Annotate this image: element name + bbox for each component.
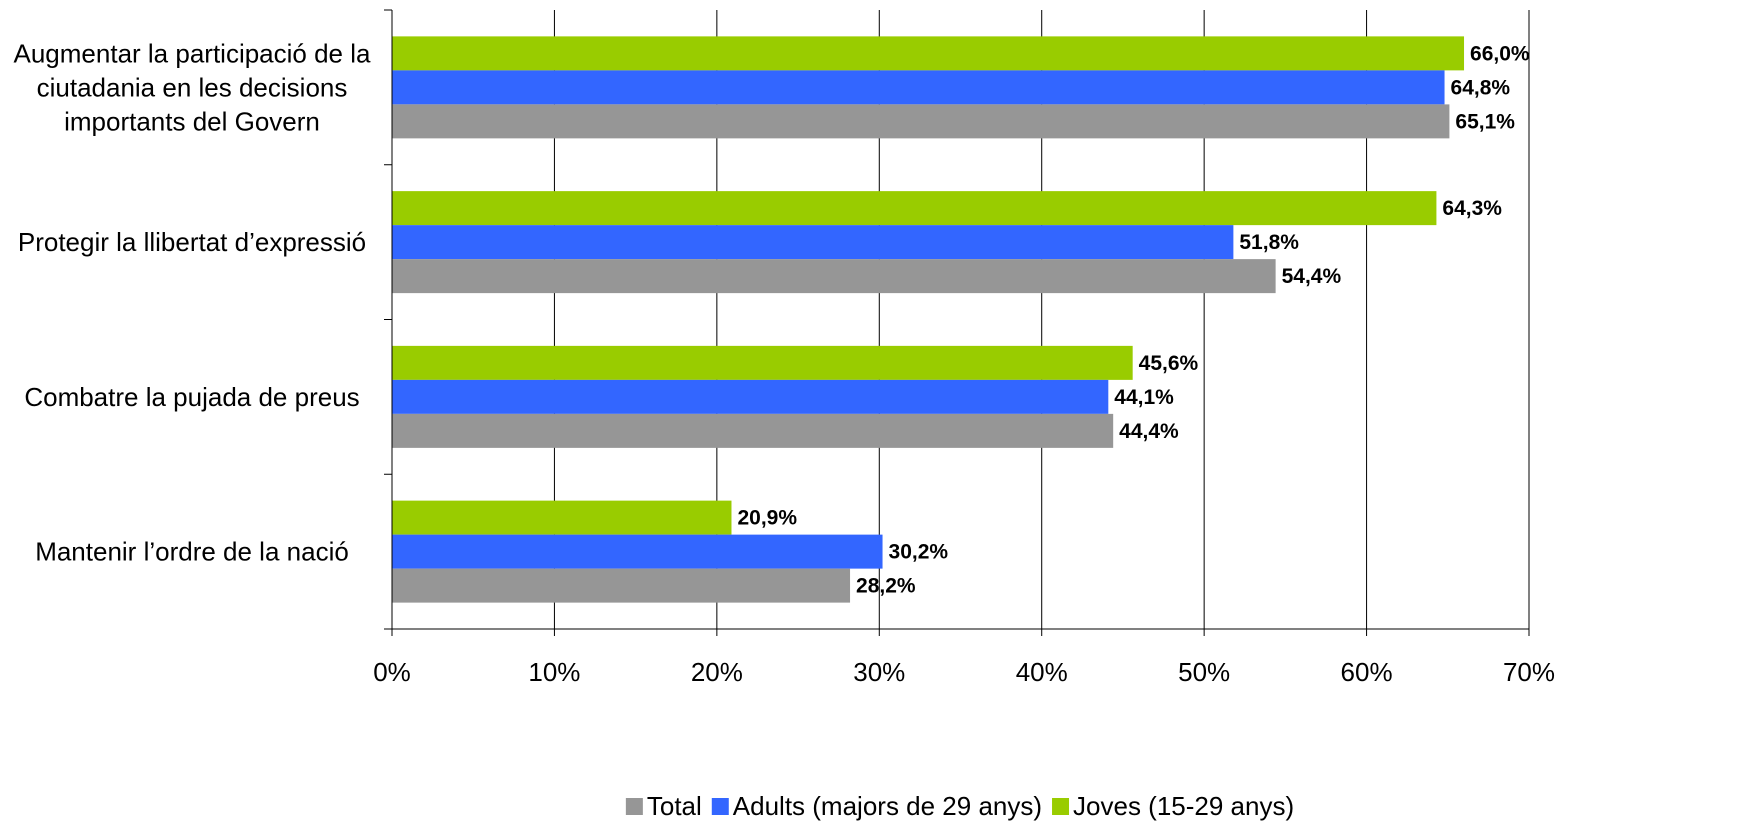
bar [392,36,1465,71]
bar [392,225,1234,260]
legend-swatch [1052,798,1070,815]
bar [392,70,1445,105]
x-tick-label: 0% [373,657,411,687]
data-label: 54,4% [1282,265,1342,288]
x-tick-label: 10% [528,657,580,687]
data-label: 44,4% [1119,420,1179,443]
category-label: Protegir la llibertat d’expressió [18,227,366,257]
legend-swatch [711,798,729,815]
x-tick-label: 50% [1178,657,1230,687]
x-tick-label: 60% [1341,657,1393,687]
bars [392,36,1465,603]
legend-swatch [625,798,643,815]
legend-label: Joves (15-29 anys) [1073,791,1294,821]
bar [392,534,883,569]
legend: Total Adults (majors de 29 anys) Joves (15… [625,791,1294,821]
bar [392,568,851,603]
bar [392,500,732,535]
axes [384,9,1530,636]
x-tick-labels: 0% 10% 20% 30% 40% 50% 60% 70% [373,657,1555,687]
x-tick-label: 20% [691,657,743,687]
data-label: 44,1% [1114,386,1174,409]
bar [392,104,1450,139]
category-label: Mantenir l’ordre de la nació [35,537,349,567]
bar [392,259,1276,294]
category-label: Combatre la pujada de preus [24,382,359,412]
legend-label: Total [647,791,702,821]
data-label: 65,1% [1455,110,1515,133]
data-label: 64,3% [1442,197,1502,220]
legend-label: Adults (majors de 29 anys) [733,791,1042,821]
bar [392,379,1109,414]
data-label: 30,2% [889,541,949,564]
category-label: ciutadania en les decisions [37,72,348,102]
bar [392,413,1114,448]
data-label: 20,9% [737,507,797,530]
category-labels: Augmentar la participació de la ciutadani… [14,38,372,566]
x-tick-label: 70% [1503,657,1555,687]
x-tick-label: 30% [853,657,905,687]
bar [392,345,1133,380]
data-label: 28,2% [856,575,916,598]
category-label: Augmentar la participació de la [14,38,372,68]
bar [392,191,1437,226]
x-tick-label: 40% [1016,657,1068,687]
category-label: importants del Govern [64,106,320,136]
data-label: 66,0% [1470,42,1530,65]
data-label: 45,6% [1139,352,1199,375]
data-label: 64,8% [1451,76,1511,99]
data-label: 51,8% [1239,231,1299,254]
data-labels: 66,0% 64,8% 65,1% 64,3% 51,8% 54,4% 45,6% 44,1%… [737,42,1529,597]
